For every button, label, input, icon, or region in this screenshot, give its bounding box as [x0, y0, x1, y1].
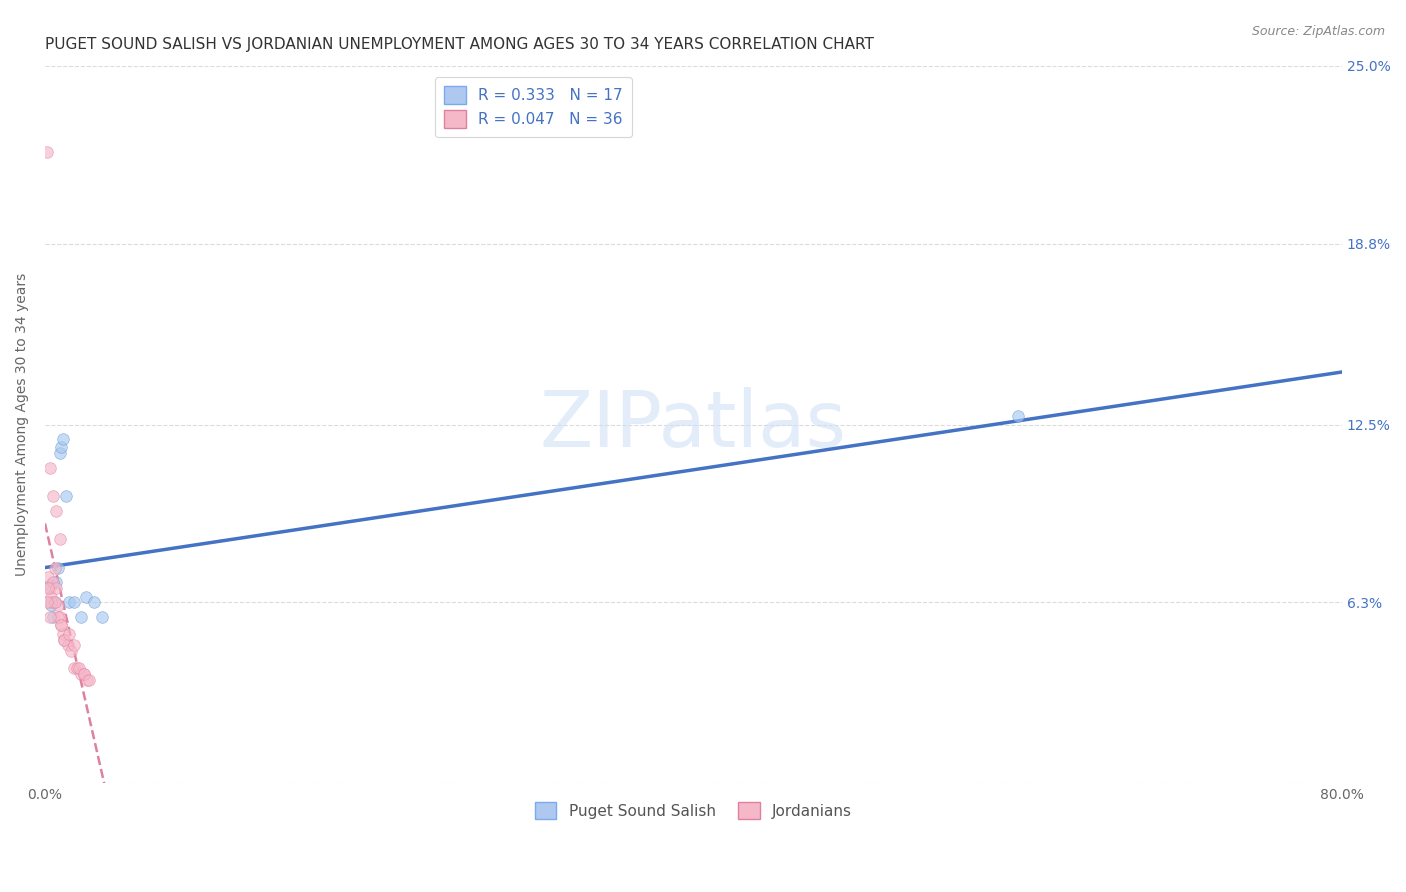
Point: [46, 561, 69, 575]
Text: PUGET SOUND SALISH VS JORDANIAN UNEMPLOYMENT AMONG AGES 30 TO 34 YEARS CORRELATI: PUGET SOUND SALISH VS JORDANIAN UNEMPLOY…: [45, 37, 875, 53]
Point: [42, 489, 65, 503]
Point: [38, 460, 60, 475]
Point: [44, 595, 66, 609]
Point: [52, 432, 75, 446]
Legend: Puget Sound Salish, Jordanians: Puget Sound Salish, Jordanians: [529, 796, 858, 826]
Point: [37, 569, 59, 583]
Point: [67, 661, 90, 675]
Point: [44, 595, 66, 609]
Point: [63, 661, 86, 675]
Point: [38, 609, 60, 624]
Point: [1007, 409, 1029, 423]
Point: [38, 578, 60, 592]
Point: [52, 627, 75, 641]
Point: [51, 618, 73, 632]
Point: [69, 667, 91, 681]
Point: [76, 673, 98, 687]
Point: [59, 644, 82, 658]
Point: [38, 581, 60, 595]
Point: [45, 581, 67, 595]
Point: [35, 595, 58, 609]
Point: [73, 667, 96, 681]
Point: [58, 627, 80, 641]
Point: [73, 667, 96, 681]
Point: [53, 632, 76, 647]
Point: [44, 561, 66, 575]
Point: [58, 595, 80, 609]
Point: [51, 618, 73, 632]
Point: [35, 145, 58, 159]
Point: [48, 446, 70, 460]
Text: Source: ZipAtlas.com: Source: ZipAtlas.com: [1251, 25, 1385, 38]
Point: [42, 609, 65, 624]
Point: [83, 595, 105, 609]
Point: [41, 598, 63, 612]
Point: [63, 638, 86, 652]
Point: [46, 609, 69, 624]
Text: ZIPatlas: ZIPatlas: [540, 386, 846, 463]
Point: [63, 595, 86, 609]
Point: [45, 503, 67, 517]
Point: [69, 609, 91, 624]
Point: [51, 441, 73, 455]
Point: [66, 661, 89, 675]
Point: [48, 533, 70, 547]
Point: [45, 575, 67, 590]
Point: [90, 609, 112, 624]
Point: [41, 595, 63, 609]
Point: [48, 609, 70, 624]
Point: [56, 638, 79, 652]
Point: [75, 590, 97, 604]
Y-axis label: Unemployment Among Ages 30 to 34 years: Unemployment Among Ages 30 to 34 years: [15, 273, 30, 576]
Point: [37, 581, 59, 595]
Point: [53, 632, 76, 647]
Point: [55, 489, 77, 503]
Point: [42, 575, 65, 590]
Point: [77, 673, 100, 687]
Point: [46, 598, 69, 612]
Point: [41, 590, 63, 604]
